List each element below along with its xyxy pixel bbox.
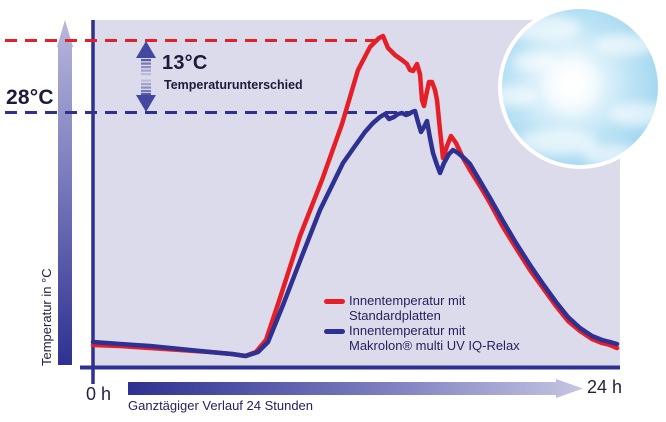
y-axis-title: Temperatur in °C	[39, 268, 54, 366]
temperature-difference-caption: Temperaturunterschied	[164, 78, 303, 92]
temperature-difference-value: 13°C	[162, 52, 208, 74]
legend-label-standardplatten-line1: Innentemperatur mit	[349, 293, 466, 308]
legend-label-makrolon-line2: Makrolon® multi UV IQ-Relax	[349, 338, 520, 353]
x-axis-end-label: 24 h	[587, 377, 623, 397]
x-axis-gradient-arrow	[128, 379, 583, 398]
x-axis-start-label: 0 h	[86, 384, 112, 404]
blue-reference-value-label: 28°C	[6, 86, 54, 109]
legend-swatch-standardplatten	[324, 299, 345, 304]
legend-label-standardplatten-line2: Standardplatten	[349, 308, 441, 323]
series-standardplatten-curve	[90, 33, 620, 359]
x-axis-title: Ganztägiger Verlauf 24 Stunden	[128, 398, 314, 413]
legend-label-makrolon-line1: Innentemperatur mit	[349, 323, 466, 338]
legend-swatch-makrolon	[324, 329, 345, 334]
series-makrolon-curve	[90, 108, 620, 359]
temperature-difference-arrow-icon	[136, 41, 156, 112]
y-axis-gradient-arrow	[57, 20, 73, 365]
